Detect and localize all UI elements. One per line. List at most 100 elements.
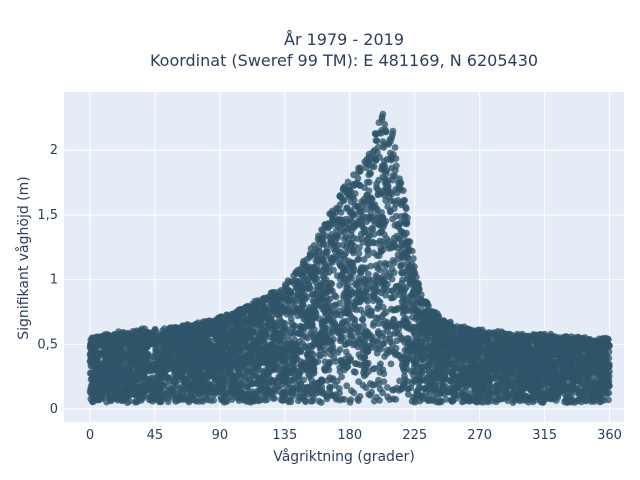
- data-point: [402, 205, 410, 213]
- data-point: [87, 395, 95, 403]
- data-point: [351, 180, 359, 188]
- data-point: [323, 395, 331, 403]
- data-point: [223, 390, 231, 397]
- data-point: [383, 167, 391, 175]
- data-point: [394, 197, 402, 204]
- data-point: [366, 380, 374, 387]
- data-point: [324, 377, 332, 384]
- data-point: [290, 322, 298, 329]
- data-point: [398, 253, 406, 260]
- data-point: [370, 319, 378, 327]
- data-point: [277, 382, 285, 389]
- data-point: [387, 360, 395, 368]
- data-point: [355, 378, 363, 385]
- data-point: [349, 288, 357, 296]
- data-point: [249, 372, 256, 380]
- data-point: [379, 272, 387, 280]
- data-point: [374, 330, 382, 337]
- data-point: [234, 365, 242, 372]
- data-point: [380, 378, 388, 385]
- data-point: [408, 314, 416, 321]
- data-point: [317, 352, 324, 360]
- data-point: [344, 317, 352, 325]
- data-point: [372, 314, 380, 322]
- data-point: [339, 186, 347, 193]
- data-point: [321, 367, 329, 374]
- data-point: [330, 302, 338, 309]
- data-point: [326, 385, 334, 393]
- data-point: [152, 346, 160, 353]
- data-point: [295, 338, 303, 346]
- data-point: [390, 234, 398, 242]
- data-point: [371, 146, 378, 154]
- data-point: [362, 384, 370, 392]
- data-point: [404, 391, 412, 398]
- data-point: [355, 250, 363, 257]
- data-point: [372, 156, 379, 164]
- data-point: [449, 397, 457, 405]
- data-point: [555, 368, 563, 375]
- data-point: [382, 291, 389, 299]
- data-point: [337, 336, 345, 343]
- data-point: [350, 249, 357, 257]
- data-point: [170, 338, 178, 345]
- data-point: [390, 315, 397, 323]
- data-point: [410, 368, 418, 376]
- data-point: [301, 343, 309, 350]
- data-point: [373, 137, 381, 145]
- data-point: [336, 396, 343, 404]
- data-point: [370, 397, 378, 405]
- data-point: [362, 296, 370, 303]
- data-point: [338, 373, 345, 381]
- data-point: [325, 268, 333, 276]
- data-point: [376, 385, 384, 393]
- data-point: [368, 388, 375, 396]
- data-point: [399, 230, 407, 237]
- data-point: [297, 286, 305, 294]
- data-point: [385, 273, 393, 280]
- data-point: [384, 384, 391, 391]
- data-point: [329, 216, 336, 223]
- data-point: [329, 348, 337, 356]
- data-point: [375, 320, 383, 327]
- data-point: [348, 275, 355, 282]
- data-point: [315, 397, 323, 405]
- data-point: [354, 203, 362, 210]
- data-point: [498, 381, 506, 388]
- data-point: [343, 204, 351, 212]
- data-point: [302, 397, 309, 404]
- data-point: [360, 256, 368, 263]
- data-point: [482, 372, 490, 380]
- data-point: [251, 344, 259, 352]
- data-point: [365, 178, 373, 186]
- data-point: [391, 144, 399, 151]
- data-point: [360, 228, 368, 236]
- data-point: [356, 278, 363, 286]
- data-point: [410, 255, 417, 262]
- data-point: [355, 336, 363, 344]
- data-point: [357, 306, 365, 314]
- data-point: [287, 315, 295, 323]
- data-point: [139, 357, 146, 365]
- data-point: [210, 397, 218, 404]
- data-points: [86, 110, 613, 406]
- data-point: [381, 121, 389, 128]
- data-point: [337, 228, 345, 236]
- data-point: [376, 397, 383, 404]
- data-point: [387, 294, 395, 302]
- data-point: [174, 396, 182, 404]
- data-point: [329, 392, 336, 399]
- data-point: [373, 273, 381, 281]
- data-point: [282, 382, 290, 390]
- data-point: [346, 331, 354, 339]
- data-point: [335, 217, 343, 224]
- data-point: [346, 209, 354, 217]
- data-point: [378, 279, 386, 287]
- data-point: [354, 395, 362, 403]
- data-point: [370, 249, 378, 257]
- data-point: [334, 241, 342, 249]
- data-point: [371, 280, 379, 288]
- data-point: [370, 231, 378, 238]
- data-point: [393, 337, 401, 345]
